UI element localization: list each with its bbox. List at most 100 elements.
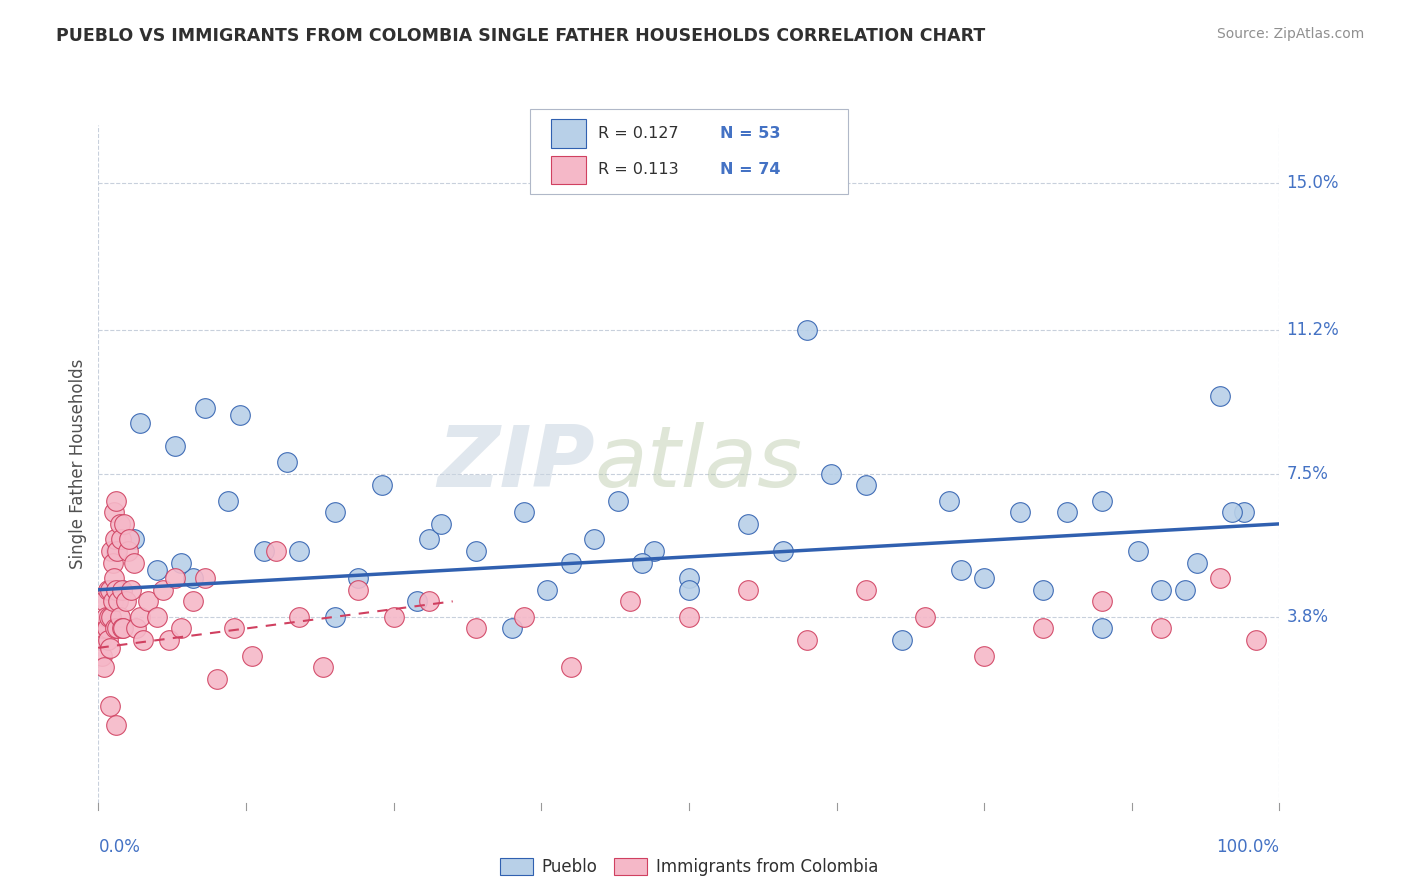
Point xyxy=(737,516,759,531)
Point xyxy=(132,633,155,648)
Text: 100.0%: 100.0% xyxy=(1216,838,1279,856)
Point xyxy=(107,594,129,608)
Point xyxy=(104,622,127,636)
Point xyxy=(382,610,405,624)
Point xyxy=(118,533,141,547)
Point xyxy=(205,672,228,686)
Point xyxy=(1185,556,1208,570)
Point xyxy=(1032,582,1054,597)
Point xyxy=(96,622,118,636)
Point xyxy=(914,610,936,624)
Point xyxy=(288,610,311,624)
Point xyxy=(1233,505,1256,519)
Point xyxy=(607,493,630,508)
Text: N = 53: N = 53 xyxy=(720,126,780,141)
Point xyxy=(229,409,252,423)
Point xyxy=(136,594,159,608)
Point xyxy=(796,633,818,648)
Point xyxy=(253,544,276,558)
Point xyxy=(678,610,700,624)
Point xyxy=(1008,505,1031,519)
Text: R = 0.113: R = 0.113 xyxy=(598,162,678,178)
Point xyxy=(630,556,652,570)
Point xyxy=(111,582,134,597)
Point xyxy=(678,582,700,597)
Point xyxy=(110,533,132,547)
Point xyxy=(90,633,112,648)
Point xyxy=(796,323,818,337)
Point xyxy=(108,516,131,531)
Point xyxy=(170,622,193,636)
Point xyxy=(165,571,187,585)
Point xyxy=(93,594,115,608)
Point xyxy=(312,660,335,674)
Text: atlas: atlas xyxy=(595,422,803,506)
Point xyxy=(114,594,136,608)
Point xyxy=(1091,622,1114,636)
Point xyxy=(122,533,145,547)
Point xyxy=(128,416,150,430)
Point xyxy=(560,660,582,674)
Point xyxy=(105,544,128,558)
Point xyxy=(418,594,440,608)
Point xyxy=(146,563,169,577)
Point xyxy=(157,633,180,648)
Point xyxy=(430,516,453,531)
Point xyxy=(108,610,131,624)
Point xyxy=(112,516,135,531)
Point xyxy=(146,610,169,624)
Point xyxy=(217,493,239,508)
Text: 0.0%: 0.0% xyxy=(98,838,141,856)
Point xyxy=(1220,505,1243,519)
Point xyxy=(890,633,912,648)
Point xyxy=(501,622,523,636)
Point xyxy=(103,571,125,585)
Legend: Pueblo, Immigrants from Colombia: Pueblo, Immigrants from Colombia xyxy=(494,851,884,882)
Point xyxy=(737,582,759,597)
Point xyxy=(1209,571,1232,585)
Point xyxy=(512,610,534,624)
Point xyxy=(820,467,842,481)
Point xyxy=(418,533,440,547)
Point xyxy=(111,622,134,636)
Point xyxy=(973,571,995,585)
Text: Source: ZipAtlas.com: Source: ZipAtlas.com xyxy=(1216,27,1364,41)
Point xyxy=(98,698,121,713)
Point xyxy=(276,455,298,469)
Text: 15.0%: 15.0% xyxy=(1286,174,1339,192)
Point xyxy=(91,648,114,663)
Point xyxy=(98,582,121,597)
Point xyxy=(224,622,246,636)
Point xyxy=(105,582,128,597)
Text: 3.8%: 3.8% xyxy=(1286,607,1329,626)
Point xyxy=(678,571,700,585)
Point xyxy=(111,582,134,597)
Point xyxy=(93,660,115,674)
Text: ZIP: ZIP xyxy=(437,422,595,506)
Point xyxy=(97,633,120,648)
Point xyxy=(98,610,121,624)
Point xyxy=(1091,594,1114,608)
Point xyxy=(91,622,114,636)
Point xyxy=(323,505,346,519)
Point xyxy=(128,610,150,624)
Point xyxy=(288,544,311,558)
Point xyxy=(1174,582,1197,597)
Point xyxy=(347,582,370,597)
Point xyxy=(465,622,488,636)
Point xyxy=(323,610,346,624)
Point xyxy=(117,544,139,558)
Point xyxy=(104,533,127,547)
Point xyxy=(240,648,263,663)
Point xyxy=(105,718,128,732)
Point xyxy=(264,544,287,558)
Point xyxy=(465,544,488,558)
Point xyxy=(347,571,370,585)
Point xyxy=(406,594,429,608)
Point xyxy=(855,582,877,597)
Point xyxy=(772,544,794,558)
Point xyxy=(619,594,641,608)
Point xyxy=(1056,505,1078,519)
Point xyxy=(103,505,125,519)
Point xyxy=(560,556,582,570)
